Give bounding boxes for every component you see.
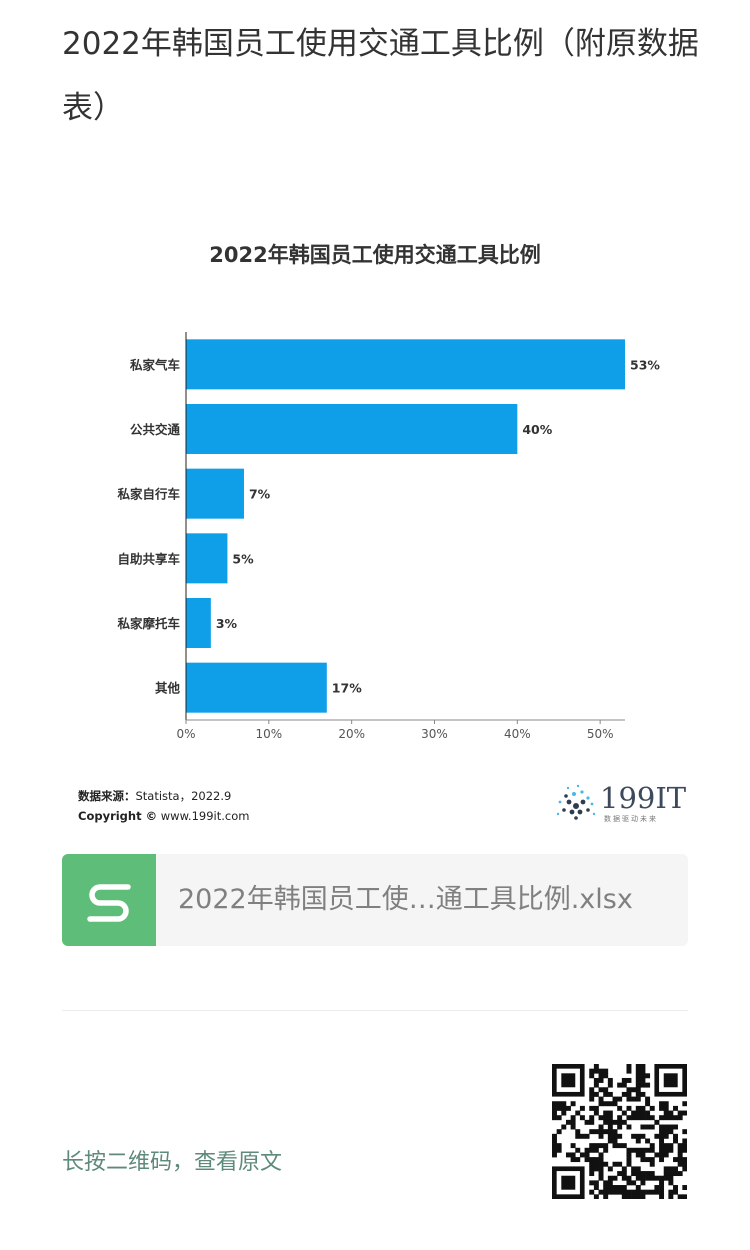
x-tick-label: 30%: [421, 727, 448, 741]
bar: [186, 662, 327, 713]
data-label: 53%: [630, 357, 660, 372]
bar: [186, 468, 244, 519]
bar: [186, 339, 625, 390]
data-label: 3%: [216, 616, 238, 631]
attachment-card[interactable]: 2022年韩国员工使…通工具比例.xlsx: [62, 854, 688, 946]
qr-hint: 长按二维码，查看原文: [62, 1150, 283, 1175]
logo-dots-icon: [556, 784, 596, 820]
category-label: 公共交通: [130, 422, 181, 437]
category-label: 私家气车: [129, 357, 181, 372]
spreadsheet-s-icon: [62, 854, 156, 946]
article-title: 2022年韩国员工使用交通工具比例（附原数据表）: [62, 26, 699, 126]
chart-title: 2022年韩国员工使用交通工具比例: [209, 243, 540, 267]
bar-chart: 2022年韩国员工使用交通工具比例 私家气车 53% 公共交通 40% 私家自行车 7% 自…: [116, 243, 660, 741]
bar: [186, 533, 228, 584]
logo-text: 199IT: [600, 781, 687, 815]
source-label: 数据来源：: [78, 789, 136, 803]
source-value: Statista，2022.9: [135, 789, 232, 803]
attachment-filename[interactable]: 2022年韩国员工使…通工具比例.xlsx: [178, 884, 633, 915]
x-tick-label: 20%: [338, 727, 365, 741]
category-label: 私家摩托车: [116, 616, 180, 631]
x-tick-label: 0%: [176, 727, 195, 741]
x-tick-label: 50%: [587, 727, 614, 741]
category-label: 私家自行车: [116, 487, 180, 502]
logo-199it: 199IT 数据驱动未来: [552, 778, 686, 826]
bar: [186, 598, 211, 648]
divider: [62, 1010, 688, 1011]
copyright-value: www.199it.com: [160, 809, 250, 823]
chart-figure: 2022年韩国员工使用交通工具比例 私家气车 53% 公共交通 40% 私家自行车 7% 自…: [62, 220, 688, 840]
category-label: 其他: [155, 681, 181, 696]
copyright-label: Copyright ©: [78, 809, 158, 823]
bar: [186, 404, 518, 454]
data-label: 17%: [332, 681, 362, 696]
source-block: 数据来源：Statista，2022.9 Copyright © www.199…: [78, 786, 249, 826]
x-tick-label: 10%: [255, 727, 282, 741]
data-label: 5%: [232, 551, 254, 566]
logo-tagline: 数据驱动未来: [604, 815, 658, 823]
category-label: 自助共享车: [117, 551, 180, 566]
x-tick-label: 40%: [504, 727, 531, 741]
data-label: 40%: [522, 422, 552, 437]
data-label: 7%: [249, 487, 271, 502]
qr-code-icon[interactable]: [552, 1064, 687, 1199]
